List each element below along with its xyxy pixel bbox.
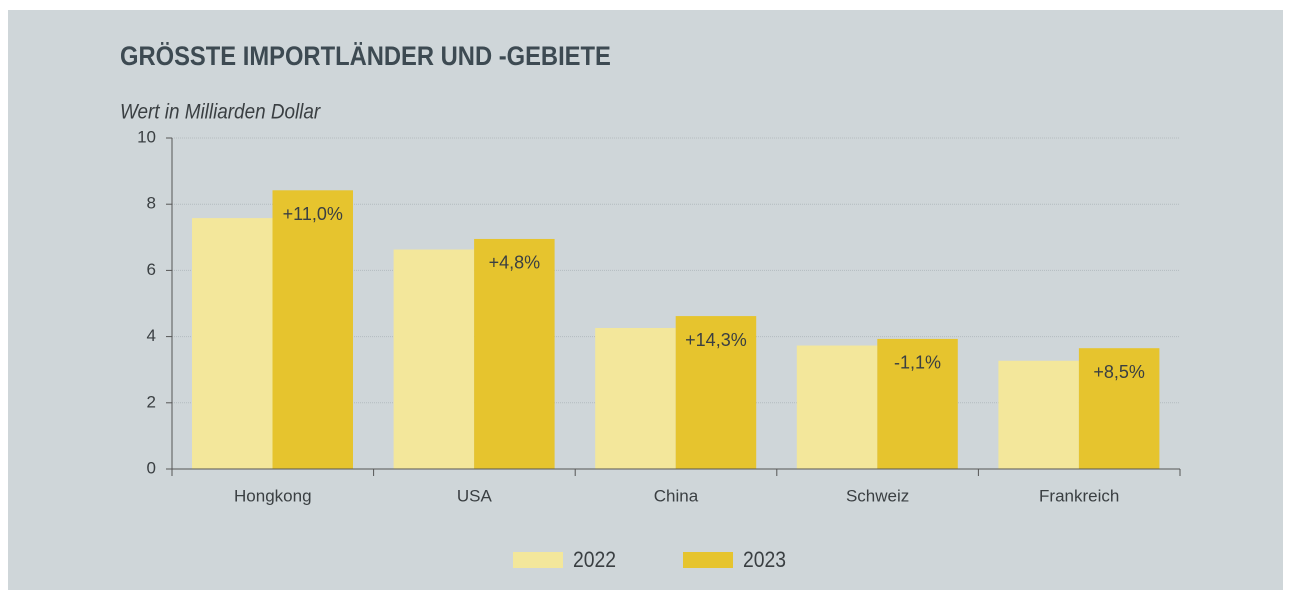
y-tick-label: 2	[147, 392, 156, 411]
x-tick-label: Frankreich	[1039, 486, 1119, 505]
bar	[595, 327, 676, 469]
bar	[272, 190, 353, 469]
x-tick-label: Schweiz	[846, 486, 909, 505]
bar	[474, 238, 555, 469]
annotation: +11,0%	[283, 204, 343, 224]
y-tick-label: 6	[147, 260, 156, 279]
chart-subtitle: Wert in Milliarden Dollar	[120, 101, 321, 124]
bar	[675, 316, 757, 469]
x-tick-label: China	[654, 486, 699, 505]
y-tick-label: 4	[147, 326, 156, 345]
y-tick-label: 8	[147, 194, 156, 213]
annotation: -1,1%	[894, 353, 941, 373]
chart-title: GRÖSSTE IMPORTLÄNDER UND -GEBIETE	[120, 41, 611, 72]
annotation: +4,8%	[489, 253, 541, 273]
legend-label: 2022	[573, 548, 616, 572]
legend-label: 2023	[743, 548, 786, 572]
bar	[877, 338, 958, 469]
annotation: +8,5%	[1093, 362, 1145, 382]
y-tick-label: 0	[147, 458, 156, 477]
bar	[393, 249, 475, 469]
legend-swatch	[683, 552, 733, 568]
x-tick-label: Hongkong	[234, 486, 312, 505]
bar	[1078, 348, 1160, 469]
legend-swatch	[513, 552, 563, 568]
bar	[998, 360, 1079, 469]
bar	[192, 218, 273, 469]
annotation: +14,3%	[685, 330, 747, 350]
x-tick-label: USA	[457, 486, 493, 505]
bar	[796, 345, 878, 469]
y-tick-label: 10	[137, 127, 156, 146]
